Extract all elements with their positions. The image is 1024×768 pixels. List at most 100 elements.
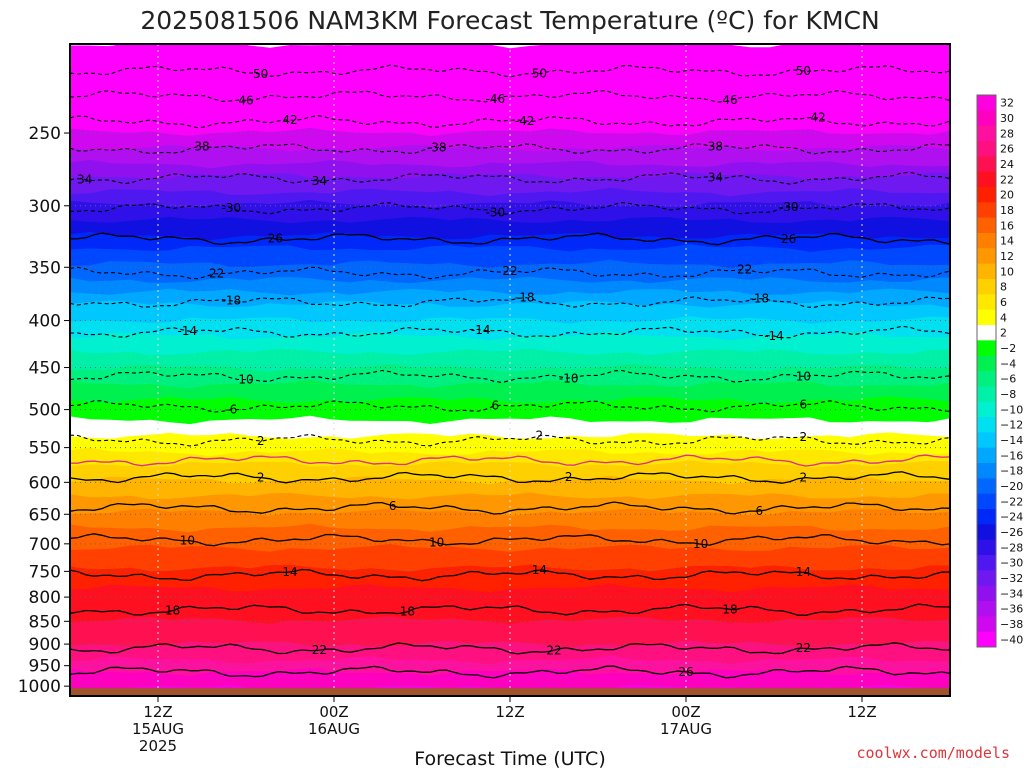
- temperature-band: [70, 411, 950, 426]
- colorbar-swatch: [977, 631, 996, 648]
- contour-label: 22: [209, 267, 224, 281]
- contour-label: 34: [312, 174, 327, 188]
- contour-label: 10: [180, 533, 195, 547]
- temperature-band: [70, 535, 950, 549]
- contour-label: -42: [515, 114, 535, 128]
- colorbar-label: 28: [1000, 127, 1014, 140]
- pressure-tick-label: 350: [29, 258, 61, 278]
- time-tick-label: 15AUG: [132, 720, 184, 738]
- colorbar-label: −40: [1000, 633, 1023, 646]
- contour-label: 18: [165, 604, 180, 618]
- pressure-tick-label: 800: [29, 588, 61, 608]
- temperature-band: [70, 264, 950, 278]
- contour-label: 50: [253, 67, 268, 81]
- contour-label: -30: [486, 205, 506, 219]
- colorbar-label: 10: [1000, 265, 1014, 278]
- colorbar-swatch: [977, 601, 996, 617]
- time-tick-label: 12Z: [495, 703, 524, 721]
- colorbar-swatch: [977, 570, 996, 587]
- colorbar-label: −8: [1000, 388, 1016, 401]
- colorbar-legend: 32 30 28 26 24 22 20 18 16 14 12 10 8 6 4 2 −2 −4 −6 −8 −10 −…: [976, 94, 1023, 648]
- temperature-band: [70, 648, 950, 661]
- contour-label: 38: [708, 140, 723, 154]
- temperature-band: [70, 552, 950, 565]
- colorbar-label: 8: [1000, 281, 1007, 294]
- colorbar-label: 16: [1000, 219, 1014, 232]
- temperature-band: [70, 336, 950, 350]
- temperature-band: [70, 588, 950, 601]
- contour-label: 6: [800, 397, 808, 411]
- temperature-band: [70, 435, 950, 450]
- contour-label: 6: [492, 399, 500, 413]
- contour-line: [70, 202, 950, 215]
- contour-label: 22: [502, 264, 517, 278]
- colorbar-swatch: [977, 447, 996, 464]
- temperature-band: [70, 291, 950, 306]
- temperature-band: [70, 432, 950, 445]
- contour-label: 38: [194, 139, 209, 153]
- contour-label: 10: [238, 372, 253, 386]
- colorbar-label: −18: [1000, 465, 1023, 478]
- contour-line: [70, 266, 950, 280]
- temperature-band: [70, 363, 950, 378]
- temperature-band: [70, 355, 950, 369]
- colorbar-swatch: [977, 493, 996, 510]
- contour-label: -30: [779, 200, 799, 214]
- contour-label: 10: [796, 369, 811, 383]
- contour-label: -46: [486, 92, 506, 106]
- time-tick-label: 00Z: [319, 703, 348, 721]
- colorbar-swatch: [977, 371, 996, 387]
- colorbar-swatch: [977, 463, 996, 479]
- contour-line: [70, 501, 950, 515]
- contour-line: [70, 642, 950, 655]
- temperature-band: [70, 624, 950, 637]
- time-tick-label: 17AUG: [660, 720, 712, 738]
- time-tick-label: 12Z: [143, 703, 172, 721]
- colorbar-swatch: [977, 524, 996, 541]
- contour-line: [70, 143, 950, 155]
- colorbar-label: −12: [1000, 419, 1023, 432]
- contour-line: [70, 471, 950, 484]
- colorbar-label: 26: [1000, 143, 1014, 156]
- contour-label: 26: [678, 665, 693, 679]
- colorbar-swatch: [977, 217, 996, 234]
- contour-lines: [70, 64, 950, 679]
- contour-line: [70, 454, 950, 467]
- temperature-band: [70, 339, 950, 354]
- temperature-bands: [70, 44, 950, 696]
- pressure-tick-label: 950: [29, 657, 61, 677]
- colorbar-swatch: [977, 202, 996, 219]
- colorbar-swatch: [977, 141, 996, 157]
- contour-line: [70, 325, 950, 339]
- colorbar-label: −4: [1000, 357, 1016, 370]
- temperature-band: [70, 372, 950, 386]
- colorbar-label: −22: [1000, 495, 1023, 508]
- contour-label: 34: [77, 172, 92, 186]
- temperature-band: [70, 48, 950, 62]
- contour-label: 18: [722, 602, 737, 616]
- temperature-band: [70, 87, 950, 102]
- contour-line: [70, 400, 950, 413]
- temperature-band: [70, 51, 950, 66]
- temperature-band: [70, 159, 950, 174]
- source-credit: coolwx.com/models: [856, 744, 1010, 762]
- colorbar-label: −14: [1000, 434, 1023, 447]
- temperature-band: [70, 108, 950, 122]
- colorbar-label: 6: [1000, 296, 1007, 309]
- contour-label: 2: [536, 429, 544, 443]
- contour-label: 2: [257, 471, 265, 485]
- contour-label: -30: [222, 201, 242, 215]
- contour-label: 42: [282, 113, 297, 127]
- colorbar-label: −28: [1000, 541, 1023, 554]
- contour-line: [70, 603, 950, 616]
- contour-label: -18: [750, 291, 770, 305]
- contour-label: 46: [238, 93, 253, 107]
- temperature-band: [70, 319, 950, 333]
- pressure-tick-label: 850: [29, 612, 61, 632]
- contour-label: -18: [515, 291, 535, 305]
- temperature-band: [70, 468, 950, 481]
- colorbar-swatch: [977, 616, 996, 633]
